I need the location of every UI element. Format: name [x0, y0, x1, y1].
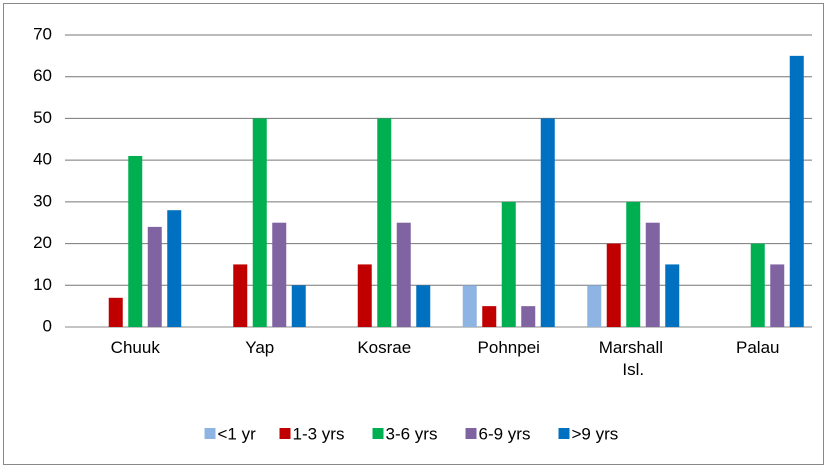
legend-label: 3-6 yrs: [386, 424, 438, 443]
bar: [521, 306, 536, 327]
bar: [291, 285, 306, 327]
y-tick-label: 60: [33, 66, 52, 85]
bar: [645, 222, 660, 327]
y-tick-label: 0: [43, 316, 52, 335]
y-tick-label: 10: [33, 275, 52, 294]
y-tick-label: 40: [33, 150, 52, 169]
bar: [357, 264, 372, 327]
bar: [462, 285, 477, 327]
y-tick-label: 70: [33, 24, 52, 43]
bar: [128, 155, 143, 327]
bar: [108, 297, 123, 327]
bar: [540, 118, 555, 327]
x-tick-label-line: Pohnpei: [478, 338, 540, 357]
legend-swatch: [372, 428, 384, 439]
bar: [233, 264, 248, 327]
bar: [750, 243, 765, 327]
x-tick-label-line: Kosrae: [357, 338, 411, 357]
legend-swatch: [558, 428, 570, 439]
x-tick-label: Yap: [245, 338, 274, 357]
legend-swatch: [279, 428, 291, 439]
y-tick-label: 30: [33, 191, 52, 210]
legend-label: 1-3 yrs: [293, 424, 345, 443]
bar: [665, 264, 680, 327]
bar: [147, 226, 162, 327]
x-tick-label: Chuuk: [111, 338, 161, 357]
x-tick-label: Palau: [736, 338, 779, 357]
bar: [377, 118, 392, 327]
bar: [482, 306, 497, 327]
x-tick-label-line: Marshall: [599, 338, 668, 357]
bar: [626, 201, 641, 327]
x-tick-label-line: Yap: [245, 338, 274, 357]
y-tick-label: 50: [33, 108, 52, 127]
legend-label: >9 yrs: [572, 424, 619, 443]
x-tick-label: Pohnpei: [478, 338, 540, 357]
x-tick-label: Marshall Isl.: [599, 338, 668, 379]
bar: [396, 222, 411, 327]
bar: [606, 243, 621, 327]
x-tick-label-line: Isl.: [622, 360, 644, 379]
bar: [501, 201, 516, 327]
chart-border: [3, 3, 824, 465]
bar: [789, 55, 804, 327]
bar: [770, 264, 785, 327]
bar: [252, 118, 267, 327]
x-tick-label-line: Chuuk: [111, 338, 161, 357]
bar: [272, 222, 287, 327]
legend-label: <1 yr: [218, 424, 257, 443]
x-tick-label-line: Palau: [736, 338, 779, 357]
legend-label: 6-9 yrs: [479, 424, 531, 443]
bar: [416, 285, 431, 327]
x-tick-label: Kosrae: [357, 338, 411, 357]
y-tick-label: 20: [33, 233, 52, 252]
bar: [587, 285, 602, 327]
bar: [167, 210, 182, 327]
legend-swatch: [465, 428, 477, 439]
legend-swatch: [204, 428, 216, 439]
